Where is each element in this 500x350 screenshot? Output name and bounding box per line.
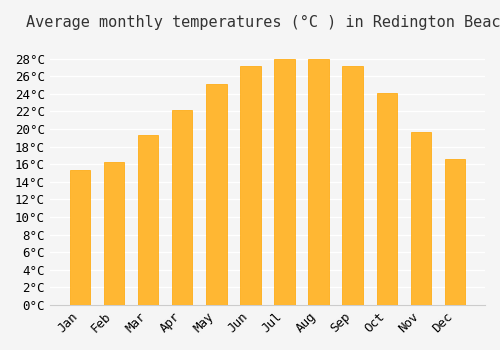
Bar (104, 162, 124, 305)
Bar (376, 93, 397, 305)
Bar (70, 170, 90, 305)
Bar (274, 58, 294, 305)
Bar (138, 135, 158, 305)
Bar (206, 84, 227, 305)
Bar (410, 132, 431, 305)
Title: Average monthly temperatures (°C ) in Redington Beach: Average monthly temperatures (°C ) in Re… (26, 15, 500, 30)
Bar (308, 58, 329, 305)
Bar (240, 65, 260, 305)
Bar (342, 65, 363, 305)
Bar (172, 110, 193, 305)
Bar (445, 159, 465, 305)
